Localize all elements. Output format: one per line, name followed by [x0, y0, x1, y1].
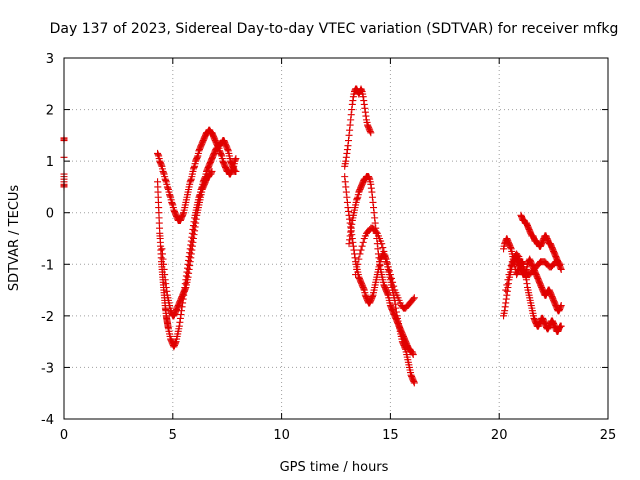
- data-point: [379, 244, 387, 252]
- x-tick-label: 15: [382, 428, 399, 443]
- grid: [64, 58, 608, 419]
- series-arc-2c: [345, 173, 417, 359]
- series-arc-2d: [352, 224, 418, 312]
- x-axis-ticks: 0 5 10 15 20 25: [60, 58, 616, 443]
- series-arc-1c: [158, 167, 216, 320]
- data-point: [504, 276, 512, 284]
- y-tick-label: 0: [46, 207, 54, 222]
- y-tick-label: -1: [41, 258, 54, 273]
- data-point: [557, 302, 565, 310]
- data-point: [382, 255, 390, 263]
- y-tick-label: -2: [41, 310, 54, 325]
- x-tick-label: 10: [273, 428, 290, 443]
- plot-frame: [63, 57, 609, 420]
- y-tick-label: 1: [46, 155, 54, 170]
- data-point: [385, 267, 393, 275]
- data-point: [410, 379, 418, 387]
- y-tick-label: -3: [41, 361, 54, 376]
- x-tick-label: 25: [600, 428, 617, 443]
- data-point: [506, 265, 514, 273]
- y-axis-label: SDTVAR / TECUs: [7, 185, 22, 292]
- data-point: [367, 129, 375, 137]
- y-tick-label: 3: [46, 52, 54, 67]
- data-point: [387, 274, 395, 282]
- data-point: [380, 247, 388, 255]
- x-axis-label: GPS time / hours: [280, 460, 389, 475]
- data-point: [505, 271, 513, 279]
- chart-title: Day 137 of 2023, Sidereal Day-to-day VTE…: [50, 21, 619, 37]
- data-point: [354, 260, 362, 268]
- x-tick-label: 20: [491, 428, 508, 443]
- series-arc-3d: [517, 211, 565, 273]
- data-point: [353, 265, 361, 273]
- data-point: [357, 246, 365, 254]
- data-point: [378, 240, 386, 248]
- data-marks: [60, 85, 565, 387]
- data-point: [359, 238, 367, 246]
- data-point: [557, 322, 565, 330]
- data-point: [232, 167, 240, 175]
- data-point: [355, 255, 363, 263]
- data-point: [503, 281, 511, 289]
- x-tick-label: 5: [169, 428, 177, 443]
- data-point: [358, 242, 366, 250]
- y-axis-ticks: -4 -3 -2 -1 0 1 2 3: [41, 52, 608, 428]
- data-point: [409, 295, 417, 303]
- data-point: [356, 250, 364, 258]
- data-point: [208, 167, 216, 175]
- data-point: [386, 271, 394, 279]
- data-point: [383, 259, 391, 267]
- data-point: [410, 294, 418, 302]
- data-point: [389, 278, 397, 286]
- data-point: [372, 228, 380, 236]
- data-point: [409, 351, 417, 359]
- data-point: [384, 263, 392, 271]
- series-arc-2a: [341, 85, 375, 170]
- data-point: [514, 251, 522, 259]
- data-point: [507, 262, 515, 270]
- data-point: [352, 271, 360, 279]
- y-tick-label: -4: [41, 413, 54, 428]
- y-tick-label: 2: [46, 104, 54, 119]
- data-point: [390, 282, 398, 290]
- data-point: [502, 286, 510, 294]
- data-point: [232, 155, 240, 163]
- data-point: [381, 251, 389, 259]
- x-tick-label: 0: [60, 428, 68, 443]
- data-point: [557, 265, 565, 273]
